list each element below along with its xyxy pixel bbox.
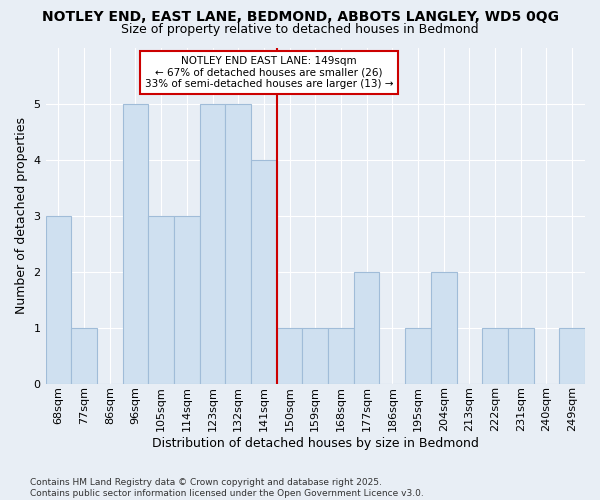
Bar (431, 272, 457, 384)
Bar (122, 104, 148, 384)
Bar (71, 328, 97, 384)
Text: NOTLEY END, EAST LANE, BEDMOND, ABBOTS LANGLEY, WD5 0QG: NOTLEY END, EAST LANE, BEDMOND, ABBOTS L… (41, 10, 559, 24)
Bar (302, 328, 328, 384)
Bar (354, 272, 379, 384)
Bar (226, 104, 251, 384)
Bar (148, 216, 174, 384)
Bar (200, 104, 226, 384)
Y-axis label: Number of detached properties: Number of detached properties (15, 117, 28, 314)
Text: Contains HM Land Registry data © Crown copyright and database right 2025.
Contai: Contains HM Land Registry data © Crown c… (30, 478, 424, 498)
X-axis label: Distribution of detached houses by size in Bedmond: Distribution of detached houses by size … (152, 437, 479, 450)
Bar (508, 328, 533, 384)
Bar (174, 216, 200, 384)
Text: NOTLEY END EAST LANE: 149sqm
← 67% of detached houses are smaller (26)
33% of se: NOTLEY END EAST LANE: 149sqm ← 67% of de… (145, 56, 393, 89)
Bar (328, 328, 354, 384)
Bar (405, 328, 431, 384)
Bar (559, 328, 585, 384)
Text: Size of property relative to detached houses in Bedmond: Size of property relative to detached ho… (121, 22, 479, 36)
Bar (277, 328, 302, 384)
Bar (46, 216, 71, 384)
Bar (251, 160, 277, 384)
Bar (482, 328, 508, 384)
